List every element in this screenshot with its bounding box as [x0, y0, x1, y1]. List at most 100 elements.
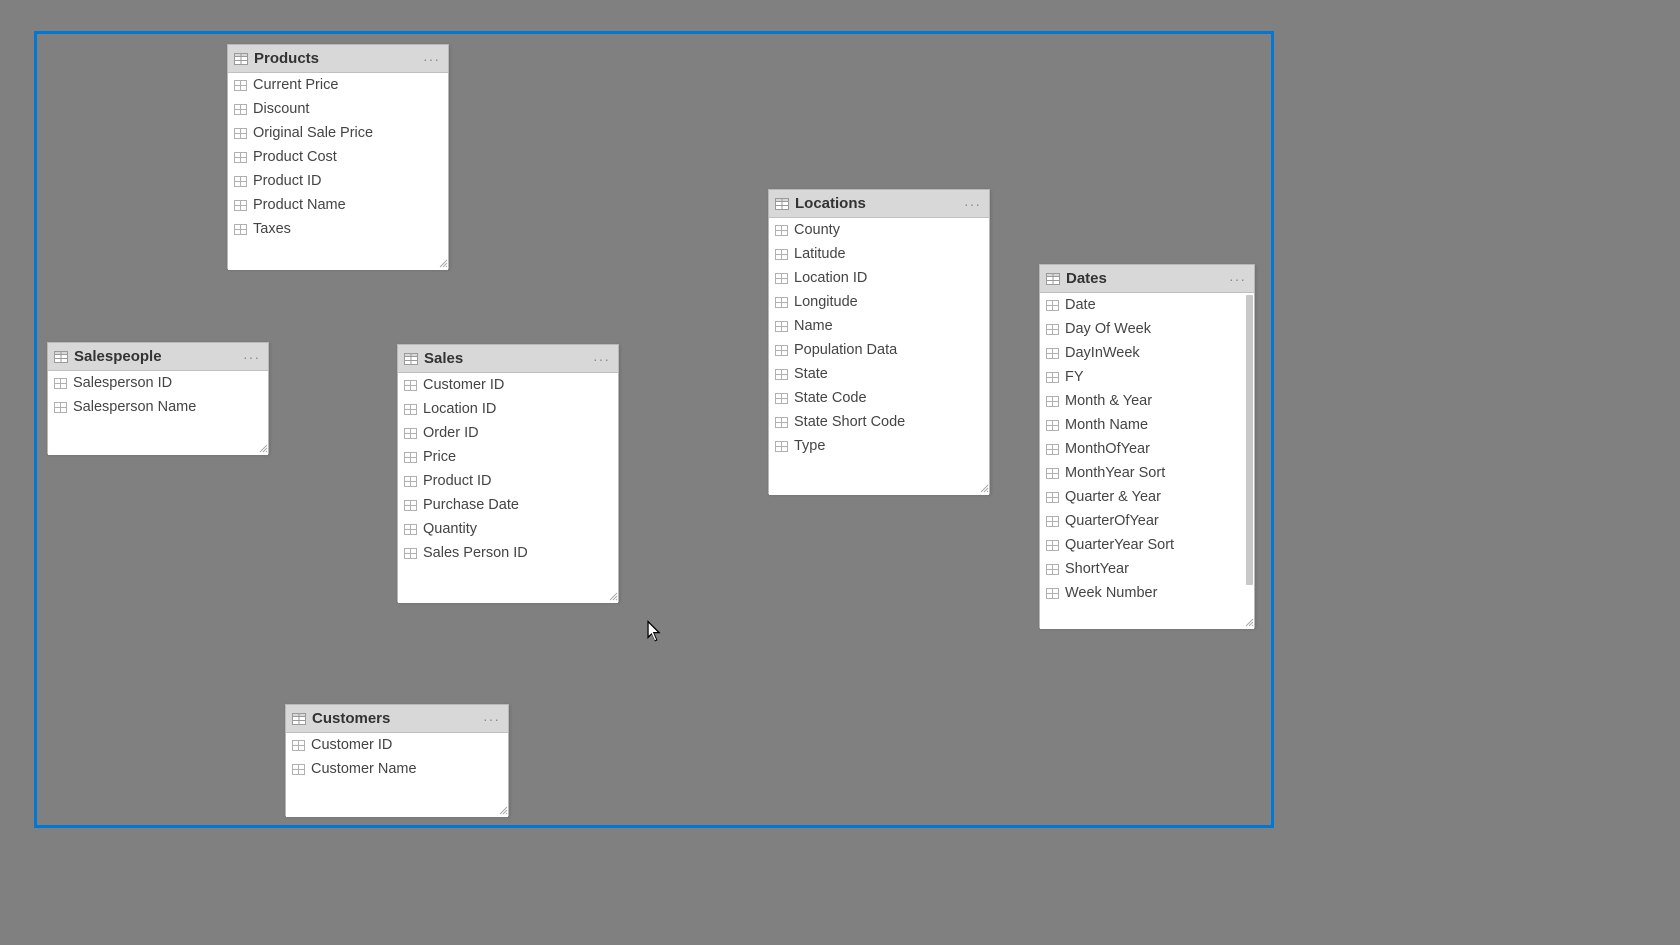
table-field[interactable]: Name	[769, 314, 989, 338]
table-field-list: Date Day Of Week DayInWeek FYMonth & Year Mo…	[1040, 293, 1254, 629]
field-icon	[404, 500, 417, 511]
table-field[interactable]: State	[769, 362, 989, 386]
field-icon	[1046, 396, 1059, 407]
table-field[interactable]: MonthOfYear	[1040, 437, 1254, 461]
resize-handle[interactable]	[438, 258, 448, 268]
table-card-locations[interactable]: Locations···CountyLatitude Location ID Lon…	[768, 189, 990, 494]
table-field[interactable]: QuarterYear Sort	[1040, 533, 1254, 557]
table-field[interactable]: Quantity	[398, 517, 618, 541]
table-field[interactable]: Location ID	[769, 266, 989, 290]
table-header[interactable]: Products···	[228, 45, 448, 73]
field-icon	[404, 524, 417, 535]
field-label: Longitude	[794, 294, 858, 310]
table-card-products[interactable]: Products···Current PriceDiscount Original…	[227, 44, 449, 269]
resize-handle[interactable]	[1244, 617, 1254, 627]
field-icon	[292, 740, 305, 751]
table-menu-button[interactable]: ···	[481, 711, 502, 727]
table-field[interactable]: Product Name	[228, 193, 448, 217]
table-field[interactable]: State Short Code	[769, 410, 989, 434]
field-icon	[234, 176, 247, 187]
table-field[interactable]: Longitude	[769, 290, 989, 314]
field-label: Customer ID	[311, 737, 392, 753]
table-menu-button[interactable]: ···	[962, 196, 983, 212]
field-label: Salesperson ID	[73, 375, 172, 391]
table-field[interactable]: Month & Year	[1040, 389, 1254, 413]
table-field[interactable]: MonthYear Sort	[1040, 461, 1254, 485]
table-menu-button[interactable]: ···	[241, 349, 262, 365]
table-field[interactable]: Current Price	[228, 73, 448, 97]
table-field[interactable]: Latitude	[769, 242, 989, 266]
table-title: Customers	[312, 710, 481, 727]
field-icon	[1046, 588, 1059, 599]
table-field[interactable]: State Code	[769, 386, 989, 410]
table-field[interactable]: Sales Person ID	[398, 541, 618, 565]
table-menu-button[interactable]: ···	[1227, 271, 1248, 287]
table-field[interactable]: Product ID	[228, 169, 448, 193]
resize-handle[interactable]	[979, 483, 989, 493]
resize-handle[interactable]	[258, 443, 268, 453]
table-field[interactable]: Week Number	[1040, 581, 1254, 605]
table-field[interactable]: QuarterOfYear	[1040, 509, 1254, 533]
table-icon	[404, 353, 418, 365]
table-field[interactable]: County	[769, 218, 989, 242]
field-label: Month Name	[1065, 417, 1148, 433]
field-label: Order ID	[423, 425, 479, 441]
table-header[interactable]: Customers···	[286, 705, 508, 733]
table-field[interactable]: Original Sale Price	[228, 121, 448, 145]
table-field[interactable]: Salesperson ID	[48, 371, 268, 395]
field-label: DayInWeek	[1065, 345, 1140, 361]
field-icon	[234, 152, 247, 163]
field-icon	[775, 441, 788, 452]
table-menu-button[interactable]: ···	[421, 51, 442, 67]
field-icon	[234, 80, 247, 91]
table-field[interactable]: Taxes	[228, 217, 448, 241]
field-icon	[775, 345, 788, 356]
table-field[interactable]: Customer Name	[286, 757, 508, 781]
field-label: Location ID	[423, 401, 496, 417]
field-label: Location ID	[794, 270, 867, 286]
table-header[interactable]: Locations···	[769, 190, 989, 218]
table-card-salespeople[interactable]: Salespeople···Salesperson IDSalesperson …	[47, 342, 269, 454]
table-field[interactable]: Order ID	[398, 421, 618, 445]
field-label: Quarter & Year	[1065, 489, 1161, 505]
table-field[interactable]: FY	[1040, 365, 1254, 389]
table-field[interactable]: Type	[769, 434, 989, 458]
field-label: Taxes	[253, 221, 291, 237]
table-field[interactable]: Discount	[228, 97, 448, 121]
table-field[interactable]: Product Cost	[228, 145, 448, 169]
table-icon	[54, 351, 68, 363]
resize-handle[interactable]	[498, 805, 508, 815]
field-icon	[775, 393, 788, 404]
table-header[interactable]: Sales···	[398, 345, 618, 373]
table-field[interactable]: Customer ID	[398, 373, 618, 397]
table-field-list: Salesperson ID Salesperson Name	[48, 371, 268, 455]
field-icon	[1046, 516, 1059, 527]
table-field[interactable]: Day Of Week	[1040, 317, 1254, 341]
table-field[interactable]: Product ID	[398, 469, 618, 493]
table-card-customers[interactable]: Customers··· Customer ID Customer Name	[285, 704, 509, 816]
table-card-sales[interactable]: Sales···Customer ID Location ID Order ID Pr…	[397, 344, 619, 602]
table-field-list: Current PriceDiscount Original Sale Price…	[228, 73, 448, 270]
table-menu-button[interactable]: ···	[591, 351, 612, 367]
table-field[interactable]: Month Name	[1040, 413, 1254, 437]
table-field[interactable]: DayInWeek	[1040, 341, 1254, 365]
field-icon	[1046, 540, 1059, 551]
field-label: Original Sale Price	[253, 125, 373, 141]
table-field[interactable]: Quarter & Year	[1040, 485, 1254, 509]
table-header[interactable]: Dates···	[1040, 265, 1254, 293]
table-field[interactable]: Purchase Date	[398, 493, 618, 517]
field-icon	[775, 417, 788, 428]
table-field[interactable]: Customer ID	[286, 733, 508, 757]
scrollbar-thumb[interactable]	[1246, 295, 1253, 585]
table-header[interactable]: Salespeople···	[48, 343, 268, 371]
resize-handle[interactable]	[608, 591, 618, 601]
table-field[interactable]: Date	[1040, 293, 1254, 317]
table-field[interactable]: Population Data	[769, 338, 989, 362]
field-icon	[54, 402, 67, 413]
field-label: Day Of Week	[1065, 321, 1151, 337]
table-field[interactable]: Price	[398, 445, 618, 469]
table-field[interactable]: Location ID	[398, 397, 618, 421]
table-card-dates[interactable]: Dates···DateDay Of WeekDayInWeekFYMonth …	[1039, 264, 1255, 628]
table-field[interactable]: Salesperson Name	[48, 395, 268, 419]
table-field[interactable]: ShortYear	[1040, 557, 1254, 581]
